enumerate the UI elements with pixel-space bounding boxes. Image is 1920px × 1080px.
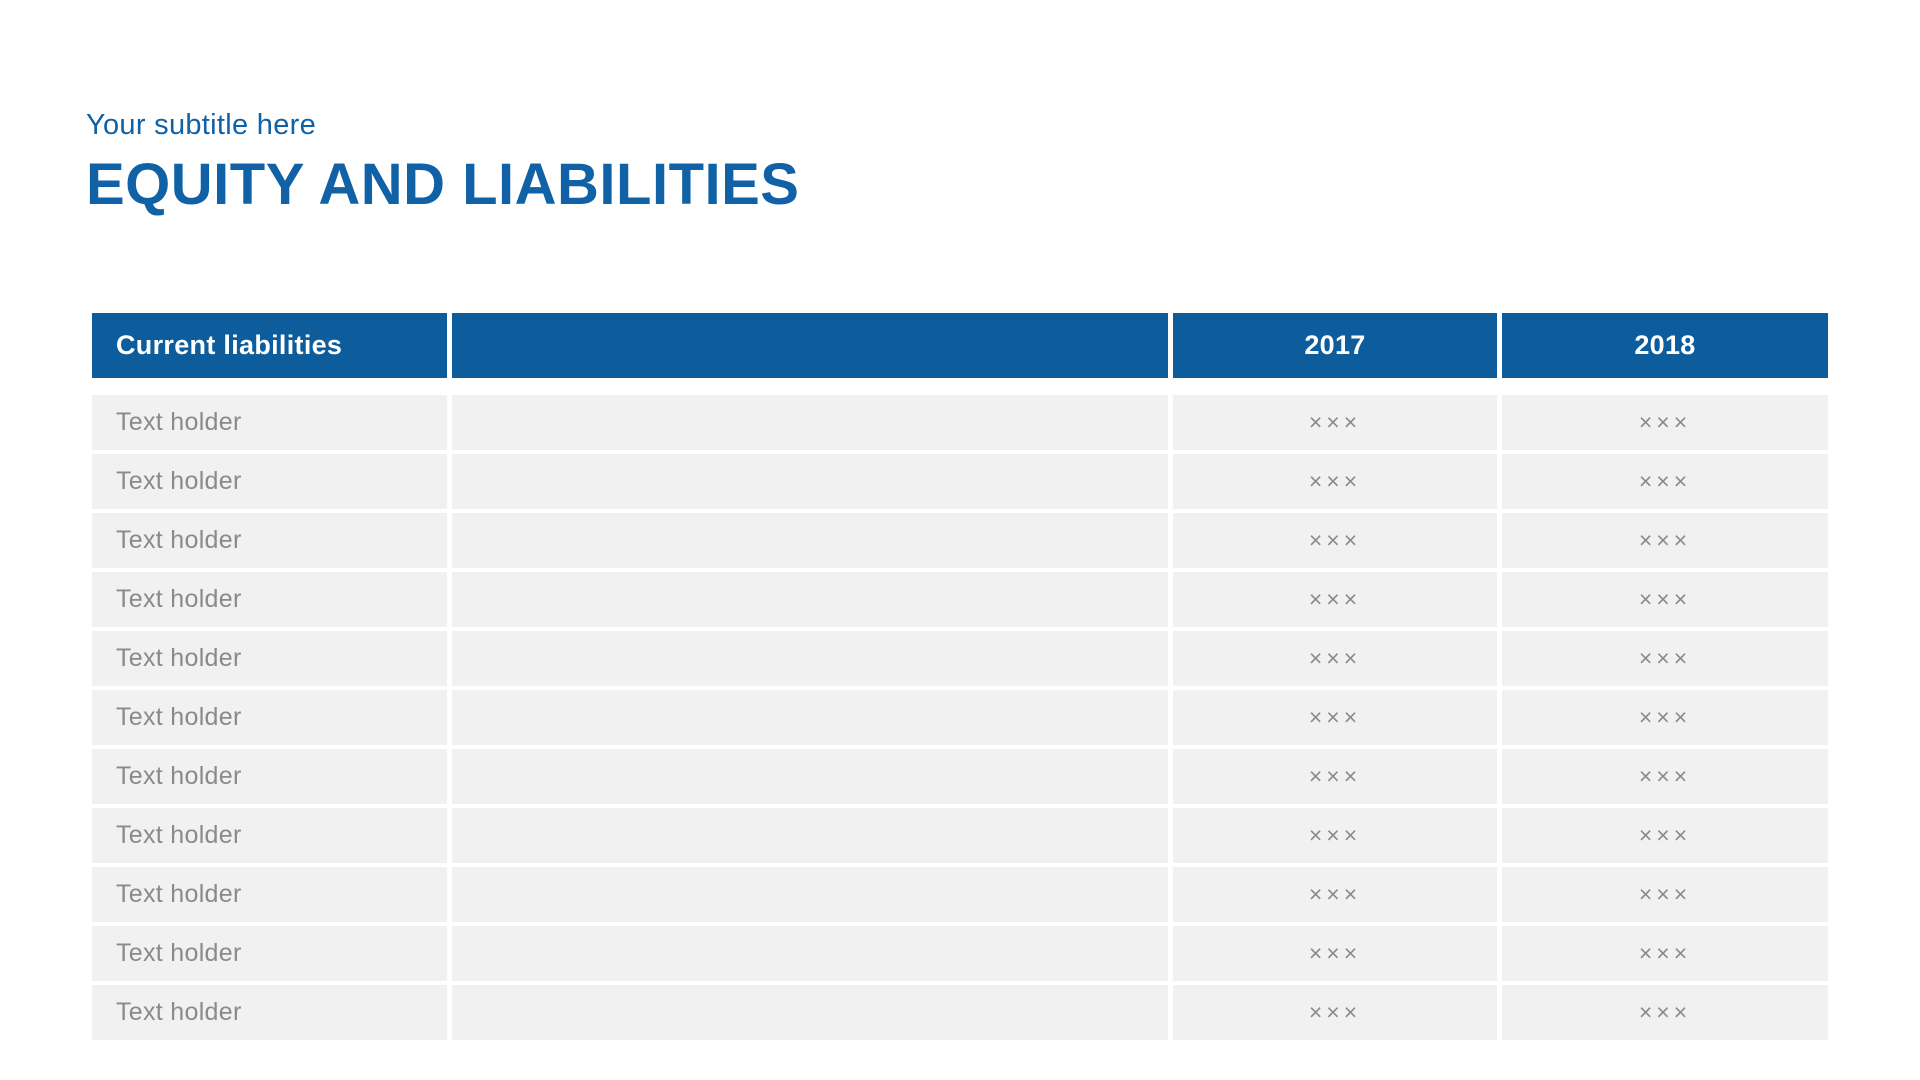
row-2018-cell: ××× bbox=[1502, 985, 1828, 1040]
table-row: Text holder ××× ××× bbox=[92, 454, 1828, 509]
row-label-cell: Text holder bbox=[92, 690, 447, 745]
row-2018-cell: ××× bbox=[1502, 690, 1828, 745]
row-spacer-cell bbox=[452, 395, 1168, 450]
table-row: Text holder ××× ××× bbox=[92, 808, 1828, 863]
row-spacer-cell bbox=[452, 690, 1168, 745]
slide-title: EQUITY AND LIABILITIES bbox=[86, 152, 800, 217]
table-row: Text holder ××× ××× bbox=[92, 867, 1828, 922]
row-label-cell: Text holder bbox=[92, 985, 447, 1040]
header-cell-current-liabilities: Current liabilities bbox=[92, 313, 447, 378]
row-2018-cell: ××× bbox=[1502, 395, 1828, 450]
row-2017-cell: ××× bbox=[1173, 513, 1497, 568]
liabilities-table: Current liabilities 2017 2018 Text holde… bbox=[92, 313, 1828, 1044]
row-spacer-cell bbox=[452, 985, 1168, 1040]
row-2017-cell: ××× bbox=[1173, 749, 1497, 804]
table-header-row: Current liabilities 2017 2018 bbox=[92, 313, 1828, 378]
table-row: Text holder ××× ××× bbox=[92, 572, 1828, 627]
row-spacer-cell bbox=[452, 749, 1168, 804]
table-row: Text holder ××× ××× bbox=[92, 690, 1828, 745]
header-cell-2017: 2017 bbox=[1173, 313, 1497, 378]
table-row: Text holder ××× ××× bbox=[92, 395, 1828, 450]
row-2018-cell: ××× bbox=[1502, 808, 1828, 863]
row-2018-cell: ××× bbox=[1502, 749, 1828, 804]
row-2018-cell: ××× bbox=[1502, 454, 1828, 509]
row-spacer-cell bbox=[452, 808, 1168, 863]
table-row: Text holder ××× ××× bbox=[92, 631, 1828, 686]
table-row: Text holder ××× ××× bbox=[92, 749, 1828, 804]
row-label-cell: Text holder bbox=[92, 631, 447, 686]
row-spacer-cell bbox=[452, 454, 1168, 509]
row-label-cell: Text holder bbox=[92, 808, 447, 863]
row-2017-cell: ××× bbox=[1173, 631, 1497, 686]
row-2018-cell: ××× bbox=[1502, 867, 1828, 922]
row-2017-cell: ××× bbox=[1173, 985, 1497, 1040]
row-spacer-cell bbox=[452, 513, 1168, 568]
row-spacer-cell bbox=[452, 926, 1168, 981]
table-row: Text holder ××× ××× bbox=[92, 985, 1828, 1040]
row-label-cell: Text holder bbox=[92, 513, 447, 568]
table-body: Text holder ××× ××× Text holder ××× ××× … bbox=[92, 395, 1828, 1040]
row-2017-cell: ××× bbox=[1173, 454, 1497, 509]
header-cell-spacer bbox=[452, 313, 1168, 378]
row-label-cell: Text holder bbox=[92, 395, 447, 450]
row-label-cell: Text holder bbox=[92, 749, 447, 804]
row-2017-cell: ××× bbox=[1173, 690, 1497, 745]
row-2018-cell: ××× bbox=[1502, 631, 1828, 686]
row-2017-cell: ××× bbox=[1173, 926, 1497, 981]
title-block: Your subtitle here EQUITY AND LIABILITIE… bbox=[86, 108, 800, 220]
row-label-cell: Text holder bbox=[92, 454, 447, 509]
row-2017-cell: ××× bbox=[1173, 572, 1497, 627]
row-label-cell: Text holder bbox=[92, 926, 447, 981]
row-spacer-cell bbox=[452, 867, 1168, 922]
row-2018-cell: ××× bbox=[1502, 926, 1828, 981]
row-2018-cell: ××× bbox=[1502, 572, 1828, 627]
row-label-cell: Text holder bbox=[92, 572, 447, 627]
row-2017-cell: ××× bbox=[1173, 867, 1497, 922]
row-spacer-cell bbox=[452, 572, 1168, 627]
table-row: Text holder ××× ××× bbox=[92, 926, 1828, 981]
row-label-cell: Text holder bbox=[92, 867, 447, 922]
row-2018-cell: ××× bbox=[1502, 513, 1828, 568]
header-cell-2018: 2018 bbox=[1502, 313, 1828, 378]
row-2017-cell: ××× bbox=[1173, 808, 1497, 863]
row-spacer-cell bbox=[452, 631, 1168, 686]
slide-subtitle: Your subtitle here bbox=[86, 109, 317, 141]
table-row: Text holder ××× ××× bbox=[92, 513, 1828, 568]
row-2017-cell: ××× bbox=[1173, 395, 1497, 450]
